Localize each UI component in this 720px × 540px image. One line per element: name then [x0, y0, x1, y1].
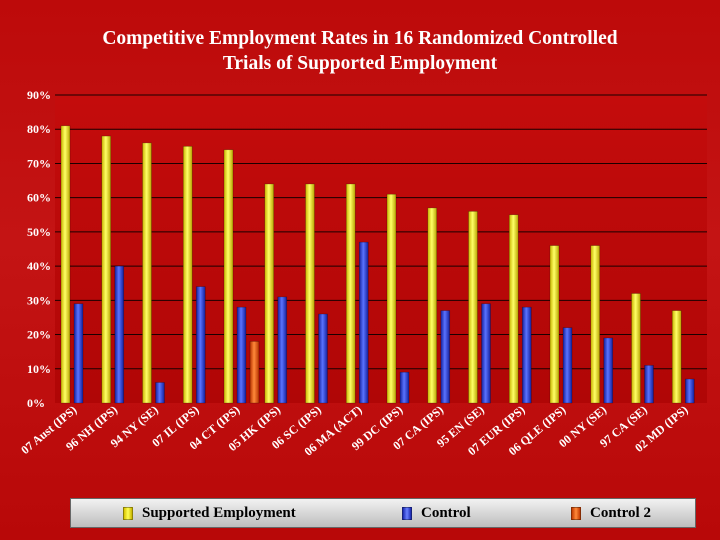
y-tick-label: 0% — [27, 396, 45, 410]
y-tick-label: 90% — [27, 88, 51, 102]
bar-supported-employment — [101, 135, 112, 404]
bar-control — [358, 241, 369, 404]
legend-label-control: Control — [421, 505, 471, 521]
y-tick-label: 60% — [27, 191, 51, 205]
legend-label-control-2: Control 2 — [590, 505, 651, 521]
y-tick-label: 10% — [27, 362, 51, 376]
bar-supported-employment — [508, 214, 519, 404]
y-tick-label: 80% — [27, 122, 51, 136]
legend-item-supported-employment: Supported Employment — [123, 505, 296, 522]
bar-control — [684, 378, 695, 404]
bar-supported-employment — [427, 207, 438, 404]
legend: Supported Employment Control Control 2 — [70, 498, 696, 528]
bar-supported-employment — [549, 245, 560, 404]
bar-control — [318, 313, 328, 404]
legend-swatch-control-2 — [571, 507, 581, 520]
bar-control — [155, 382, 165, 404]
bar-supported-employment — [386, 193, 397, 404]
bar-control — [73, 303, 84, 404]
legend-item-control-2: Control 2 — [571, 505, 651, 522]
bar-supported-employment — [345, 183, 356, 404]
legend-swatch-control — [402, 507, 412, 520]
bar-supported-employment — [468, 211, 478, 404]
bar-control — [114, 265, 125, 404]
y-tick-label: 20% — [27, 328, 51, 342]
bar-supported-employment — [182, 146, 193, 404]
bar-control — [644, 365, 654, 404]
bar-control — [481, 303, 491, 404]
y-tick-label: 70% — [27, 156, 51, 170]
bar-control — [277, 296, 288, 404]
legend-label-supported-employment: Supported Employment — [142, 505, 296, 521]
bar-supported-employment — [264, 183, 275, 404]
bar-control — [399, 371, 410, 404]
bar-supported-employment — [223, 149, 234, 404]
y-tick-label: 30% — [27, 293, 51, 307]
legend-swatch-supported-employment — [123, 507, 133, 520]
bar-supported-employment — [305, 183, 315, 404]
bar-supported-employment — [631, 293, 641, 404]
y-tick-label: 40% — [27, 259, 51, 273]
bar-control — [521, 306, 532, 404]
bar-supported-employment — [60, 125, 71, 404]
chart-title-line-1: Competitive Employment Rates in 16 Rando… — [102, 28, 618, 49]
bar-control — [603, 337, 614, 404]
bar-supported-employment — [590, 245, 601, 404]
bar-control — [236, 306, 247, 404]
legend-item-control: Control — [402, 505, 471, 522]
bar-control-2 — [249, 341, 260, 404]
bar-control — [195, 286, 206, 404]
bar-control — [440, 310, 451, 404]
chart-title-line-2: Trials of Supported Employment — [222, 53, 498, 74]
bar-supported-employment — [671, 310, 682, 404]
bar-control — [562, 327, 573, 404]
y-tick-label: 50% — [27, 225, 51, 239]
bar-supported-employment — [142, 142, 152, 404]
chart-title: Competitive Employment Rates in 16 Rando… — [40, 26, 680, 76]
